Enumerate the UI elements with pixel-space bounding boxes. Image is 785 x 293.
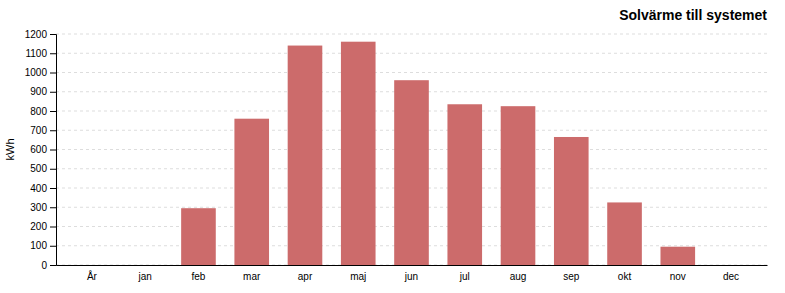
bar [607, 202, 642, 265]
bar [501, 106, 536, 265]
x-tick-label: dec [723, 271, 739, 282]
plot: 0 100 200 300 400 500 600 700 800 900 1000 1100 1200… [25, 29, 768, 282]
y-tick: 100 [30, 240, 56, 251]
bars [181, 42, 695, 265]
y-axis: 0 100 200 300 400 500 600 700 800 900 1000 1100 1200 [25, 29, 57, 271]
y-tick: 700 [30, 125, 56, 136]
grid-line [56, 53, 767, 54]
y-tick-mark [50, 246, 56, 247]
x-tick-label: okt [618, 271, 632, 282]
bar [554, 137, 589, 265]
y-tick-label: 100 [30, 240, 47, 251]
y-tick: 900 [30, 86, 56, 97]
y-tick-mark [50, 111, 56, 112]
x-tick: sep [563, 265, 580, 282]
y-tick-label: 0 [41, 260, 47, 271]
y-tick-mark [50, 92, 56, 93]
x-tick-label: sep [563, 271, 580, 282]
x-tick: okt [618, 265, 632, 282]
y-tick-mark [50, 188, 56, 189]
chart: 0 100 200 300 400 500 600 700 800 900 1000 1100 1200… [0, 0, 785, 293]
x-tick-label: jun [404, 271, 418, 282]
bar [288, 46, 323, 265]
y-tick-mark [50, 227, 56, 228]
y-tick-mark [50, 73, 56, 74]
bar [341, 42, 376, 265]
y-tick-mark [50, 265, 56, 266]
y-tick: 600 [30, 144, 56, 155]
grid-line [56, 34, 767, 35]
y-tick-mark [50, 169, 56, 170]
y-tick: 300 [30, 202, 56, 213]
y-tick-label: 200 [30, 221, 47, 232]
y-tick: 400 [30, 183, 56, 194]
y-tick-mark [50, 34, 56, 35]
y-tick-label: 400 [30, 183, 47, 194]
y-tick-label: 900 [30, 86, 47, 97]
x-tick: dec [723, 265, 739, 282]
x-axis: År jan feb mar apr maj jun jul aug sep okt nov dec [57, 265, 768, 282]
x-tick-label: maj [350, 271, 366, 282]
y-tick: 1200 [25, 29, 56, 40]
bar [234, 119, 269, 265]
y-tick-label: 1200 [25, 29, 48, 40]
x-tick: nov [670, 265, 686, 282]
bar [128, 265, 163, 266]
y-tick-mark [50, 130, 56, 131]
x-tick-label: aug [510, 271, 527, 282]
x-tick: feb [192, 265, 206, 282]
y-tick-label: 500 [30, 163, 47, 174]
y-tick-label: 800 [30, 106, 47, 117]
title: Solvärme till systemet [619, 7, 767, 23]
bar [660, 247, 695, 265]
y-tick: 1100 [25, 48, 56, 59]
y-tick-label: 1000 [25, 67, 48, 78]
bar [394, 80, 429, 265]
x-tick: jan [138, 265, 152, 282]
x-tick-label: feb [192, 271, 206, 282]
y-tick: 500 [30, 163, 56, 174]
grid [56, 34, 767, 265]
y-tick-label: 600 [30, 144, 47, 155]
y-tick: 0 [41, 260, 56, 271]
x-tick: maj [350, 265, 366, 282]
y-tick-label: 300 [30, 202, 47, 213]
y-axis-line [50, 35, 57, 266]
y-tick-label: 1100 [25, 48, 47, 59]
x-tick-label: jan [138, 271, 152, 282]
x-tick: jul [459, 265, 470, 282]
y-tick-mark [50, 150, 56, 151]
y-tick: 200 [30, 221, 56, 232]
x-tick-label: jul [459, 271, 470, 282]
x-tick-label: mar [243, 271, 261, 282]
x-axis-line [57, 265, 768, 266]
y-tick: 1000 [25, 67, 56, 78]
y-tick-mark [50, 53, 56, 54]
x-tick-label: apr [298, 271, 313, 282]
y-tick-label: 700 [30, 125, 47, 136]
y-tick-mark [50, 207, 56, 208]
x-tick: apr [298, 265, 313, 282]
bar [181, 208, 216, 265]
y-tick: 800 [30, 106, 56, 117]
bar [714, 265, 749, 266]
grid-line [56, 72, 767, 73]
x-tick: mar [243, 265, 261, 282]
bar [447, 104, 482, 265]
x-tick-label: nov [670, 271, 686, 282]
x-tick: aug [510, 265, 527, 282]
y-axis-title: kWh [4, 139, 16, 161]
x-tick: År [87, 265, 98, 282]
x-tick: jun [404, 265, 418, 282]
bar [75, 265, 110, 266]
x-tick-label: År [87, 270, 98, 282]
